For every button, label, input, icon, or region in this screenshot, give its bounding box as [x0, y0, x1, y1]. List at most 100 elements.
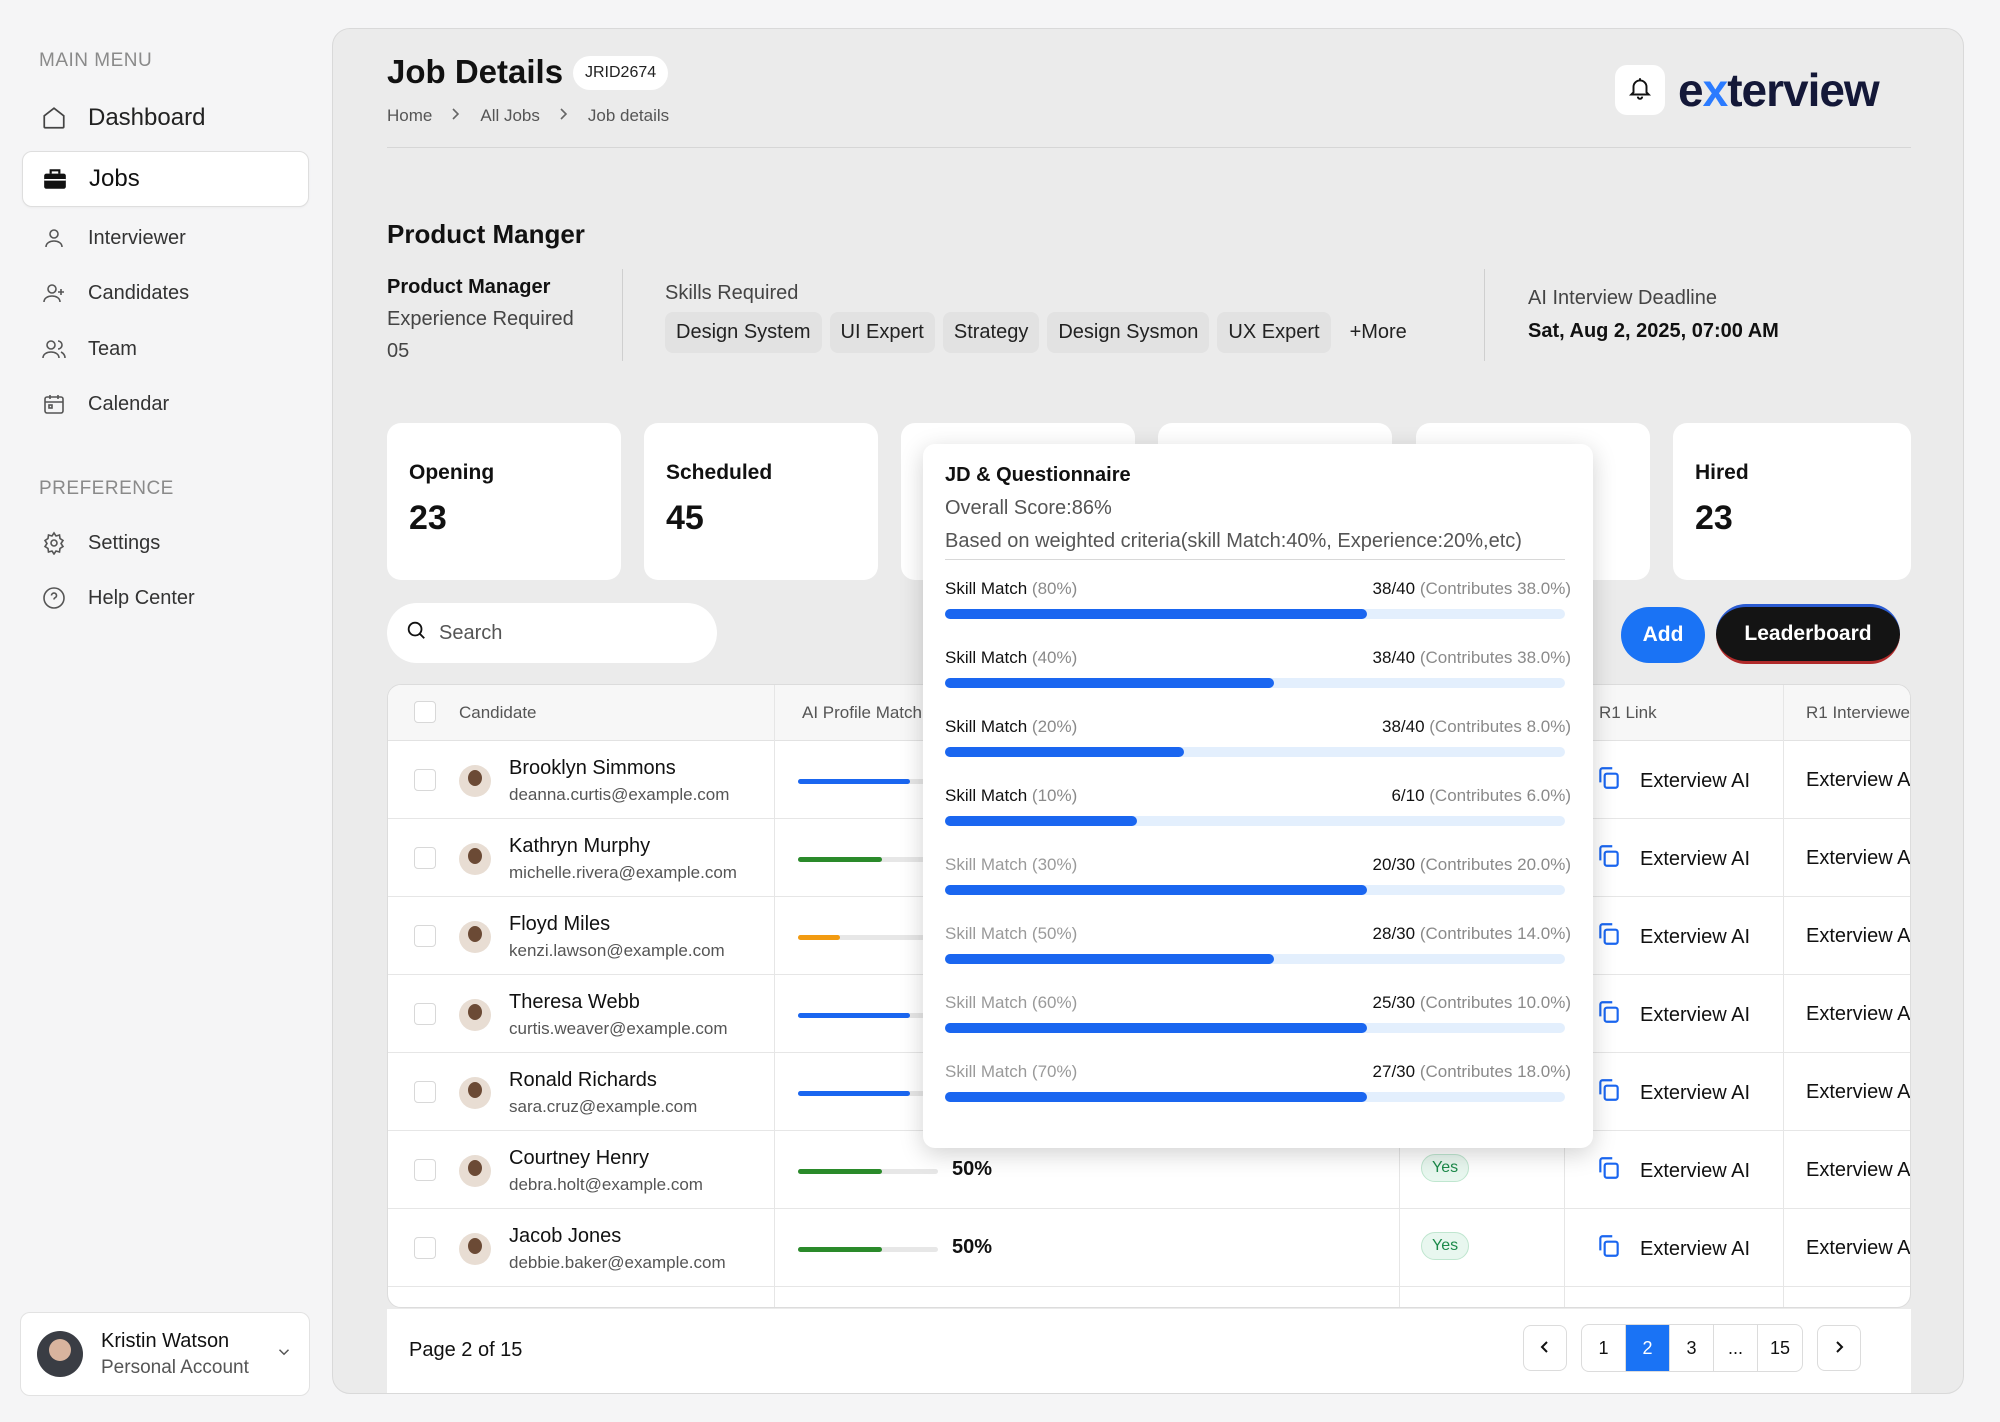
candidate-name[interactable]: Courtney Henry — [509, 1147, 650, 1169]
copy-icon[interactable] — [1596, 999, 1622, 1031]
user-icon — [40, 224, 68, 252]
page-number-button[interactable]: 1 — [1582, 1325, 1626, 1371]
select-all-checkbox[interactable] — [414, 701, 436, 723]
candidate-name[interactable]: Ronald Richards — [509, 1069, 657, 1091]
candidate-name[interactable]: Kathryn Murphy — [509, 835, 651, 857]
r1-link[interactable]: Exterview AI — [1596, 1233, 1750, 1265]
chevron-right-icon — [1833, 1338, 1845, 1359]
r1-interviewer: Exterview AI — [1806, 925, 1911, 947]
more-skills-link[interactable]: +More — [1349, 321, 1407, 343]
avatar — [459, 1233, 491, 1265]
account-switcher[interactable]: Kristin Watson Personal Account — [20, 1312, 310, 1396]
copy-icon[interactable] — [1596, 765, 1622, 797]
column-header-ai-profile[interactable]: AI Profile Match — [802, 703, 922, 722]
row-checkbox[interactable] — [414, 769, 436, 791]
r1-link[interactable]: Exterview AI — [1596, 999, 1750, 1031]
sidebar-item-interviewer[interactable]: Interviewer — [22, 210, 309, 266]
table-row[interactable]: Courtney Henry debra.holt@example.com 50… — [388, 1131, 1910, 1209]
page-number-button[interactable]: 15 — [1769, 1337, 1791, 1358]
preference-heading: PREFERENCE — [39, 478, 174, 499]
deadline-value: Sat, Aug 2, 2025, 07:00 AM — [1528, 320, 1779, 342]
candidate-name[interactable]: Jacob Jones — [509, 1225, 622, 1247]
sidebar-item-label: Jobs — [89, 165, 140, 192]
job-role: Product Manager — [387, 276, 551, 298]
breadcrumb-home[interactable]: Home — [387, 106, 433, 125]
copy-icon[interactable] — [1596, 843, 1622, 875]
exterview-logo: exterview — [1678, 64, 1880, 116]
profile-match-fill — [798, 1013, 910, 1018]
sidebar-item-team[interactable]: Team — [22, 321, 309, 377]
r1-link-label: Exterview AI — [1640, 1003, 1751, 1026]
copy-icon[interactable] — [1596, 1077, 1622, 1109]
score-metric: Skill Match (50%) 28/30 (Contributes 14.… — [945, 924, 1571, 984]
breadcrumb-job-details: Job details — [587, 106, 670, 125]
metric-progress-fill — [945, 1092, 1367, 1102]
row-checkbox[interactable] — [414, 925, 436, 947]
next-page-button[interactable] — [1817, 1325, 1861, 1371]
column-divider — [1783, 685, 1784, 1307]
column-header-r1-interviewer[interactable]: R1 Interviewer — [1806, 703, 1911, 722]
sidebar-item-settings[interactable]: Settings — [22, 515, 309, 571]
profile-match-bar — [798, 1091, 938, 1096]
score-popover: JD & Questionnaire Overall Score:86% Bas… — [923, 444, 1593, 1148]
column-header-r1-link[interactable]: R1 Link — [1599, 703, 1657, 722]
copy-icon[interactable] — [1596, 921, 1622, 953]
sidebar-item-candidates[interactable]: Candidates — [22, 265, 309, 321]
candidate-name[interactable]: Brooklyn Simmons — [509, 757, 676, 779]
avatar — [37, 1331, 83, 1377]
avatar — [459, 765, 491, 797]
sidebar-item-calendar[interactable]: Calendar — [22, 376, 309, 432]
r1-link[interactable]: Exterview AI — [1596, 1155, 1750, 1187]
avatar — [459, 843, 491, 875]
skill-chip: Strategy — [942, 312, 1040, 353]
column-header-candidate[interactable]: Candidate — [459, 703, 537, 722]
stat-label: Opening — [409, 461, 495, 484]
page-number-button[interactable]: 3 — [1670, 1325, 1714, 1371]
breadcrumb-all-jobs[interactable]: All Jobs — [480, 106, 540, 125]
search-input[interactable]: Search — [387, 603, 717, 663]
sidebar-item-jobs[interactable]: Jobs — [22, 151, 309, 207]
metric-score: 27/30 (Contributes 18.0%) — [1372, 1062, 1571, 1081]
row-checkbox[interactable] — [414, 1237, 436, 1259]
stat-card-scheduled: Scheduled 45 — [644, 423, 878, 580]
copy-icon[interactable] — [1596, 1233, 1622, 1265]
row-checkbox[interactable] — [414, 847, 436, 869]
metric-label: Skill Match (20%) — [945, 717, 1078, 736]
skill-chip: UI Expert — [829, 312, 935, 353]
r1-link-label: Exterview AI — [1640, 1159, 1751, 1182]
metric-label: Skill Match (60%) — [945, 993, 1078, 1012]
score-metric: Skill Match (30%) 20/30 (Contributes 20.… — [945, 855, 1571, 915]
sidebar-item-dashboard[interactable]: Dashboard — [22, 90, 309, 146]
table-row[interactable]: Jacob Jones debbie.baker@example.com 50%… — [388, 1209, 1910, 1287]
metric-label: Skill Match (70%) — [945, 1062, 1078, 1081]
score-metric: Skill Match (70%) 27/30 (Contributes 18.… — [945, 1062, 1571, 1122]
notification-button[interactable] — [1615, 65, 1665, 115]
row-checkbox[interactable] — [414, 1003, 436, 1025]
r1-link[interactable]: Exterview AI — [1596, 843, 1750, 875]
metric-progress-bar — [945, 885, 1565, 895]
r1-link[interactable]: Exterview AI — [1596, 921, 1750, 953]
prev-page-button[interactable] — [1523, 1325, 1567, 1371]
copy-icon[interactable] — [1596, 1155, 1622, 1187]
r1-link[interactable]: Exterview AI — [1596, 1077, 1750, 1109]
table-row[interactable] — [388, 1287, 1910, 1307]
row-checkbox[interactable] — [414, 1081, 436, 1103]
metric-label: Skill Match (10%) — [945, 786, 1078, 805]
skills-list: Design System UI Expert Strategy Design … — [665, 312, 1418, 353]
sidebar-item-help-center[interactable]: Help Center — [22, 570, 309, 626]
candidate-name[interactable]: Theresa Webb — [509, 991, 640, 1013]
page-title: Job Details — [387, 53, 564, 90]
candidate-email: debra.holt@example.com — [509, 1175, 703, 1194]
candidate-name[interactable]: Floyd Miles — [509, 913, 611, 935]
r1-link[interactable]: Exterview AI — [1596, 765, 1750, 797]
stat-label: Scheduled — [666, 461, 773, 484]
leaderboard-button[interactable]: Leaderboard — [1716, 604, 1900, 664]
score-metric: Skill Match (40%) 38/40 (Contributes 38.… — [945, 648, 1571, 708]
metric-progress-bar — [945, 609, 1565, 619]
metric-progress-fill — [945, 678, 1274, 688]
metric-progress-fill — [945, 1023, 1367, 1033]
row-checkbox[interactable] — [414, 1159, 436, 1181]
page-number-button[interactable]: 2 — [1626, 1325, 1670, 1371]
column-divider — [774, 685, 775, 1307]
add-button[interactable]: Add — [1621, 607, 1705, 663]
